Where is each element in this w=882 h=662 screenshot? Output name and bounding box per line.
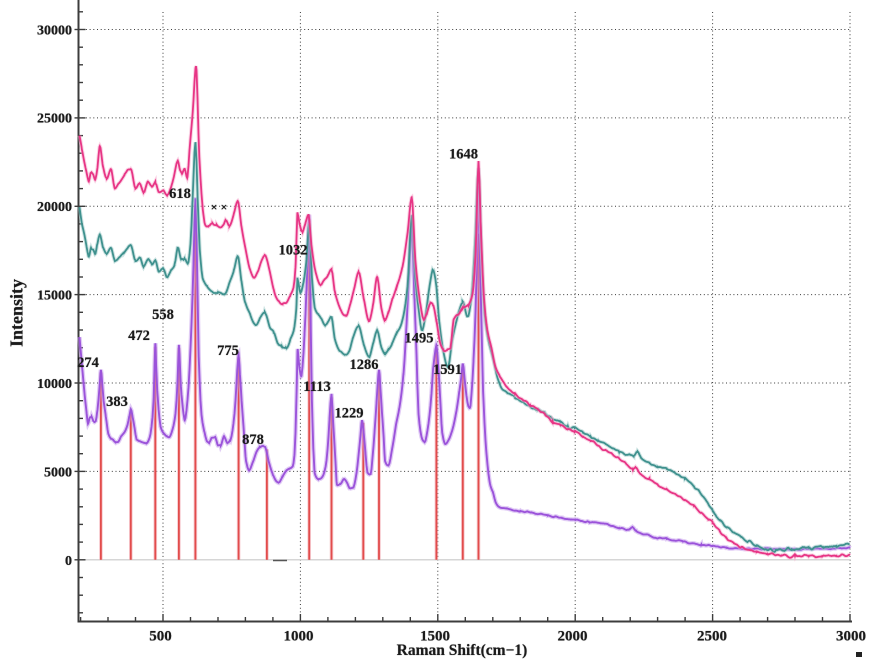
svg-text:× ×: × × (211, 200, 228, 214)
svg-text:1113: 1113 (303, 379, 330, 395)
svg-text:1286: 1286 (350, 357, 379, 373)
svg-text:1591: 1591 (433, 362, 462, 378)
svg-text:472: 472 (128, 328, 150, 344)
svg-text:878: 878 (242, 432, 264, 448)
svg-text:3000: 3000 (836, 629, 866, 645)
svg-text:0: 0 (65, 554, 72, 569)
svg-text:1229: 1229 (335, 405, 364, 421)
svg-text:1500: 1500 (420, 629, 450, 645)
svg-text:1032: 1032 (279, 242, 308, 258)
svg-text:1495: 1495 (405, 331, 434, 347)
svg-text:20000: 20000 (37, 200, 72, 215)
svg-text:2000: 2000 (558, 629, 588, 645)
svg-text:274: 274 (77, 355, 99, 371)
svg-text:15000: 15000 (37, 289, 72, 304)
svg-text:10000: 10000 (37, 377, 72, 392)
svg-text:618: 618 (169, 186, 191, 202)
svg-text:775: 775 (217, 343, 239, 359)
svg-text:2500: 2500 (697, 629, 727, 645)
svg-text:383: 383 (106, 394, 128, 410)
svg-text:1000: 1000 (284, 629, 314, 645)
svg-text:1648: 1648 (449, 146, 478, 162)
svg-text:25000: 25000 (37, 112, 72, 127)
svg-text:Intensity: Intensity (7, 279, 27, 347)
svg-text:30000: 30000 (37, 23, 72, 38)
svg-text:5000: 5000 (44, 465, 72, 480)
svg-text:Raman Shift(cm−1): Raman Shift(cm−1) (397, 642, 528, 659)
svg-text:558: 558 (152, 307, 174, 323)
svg-text:500: 500 (149, 629, 172, 645)
